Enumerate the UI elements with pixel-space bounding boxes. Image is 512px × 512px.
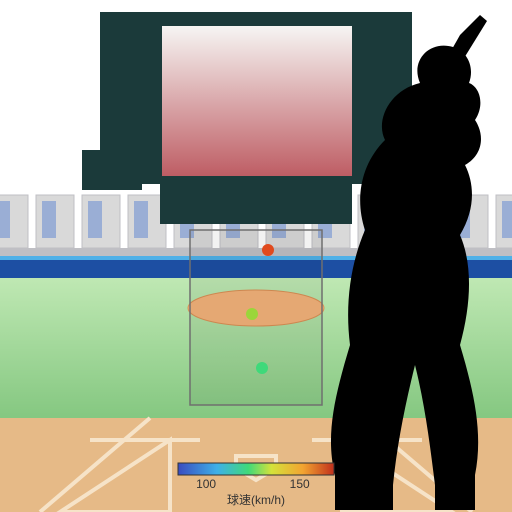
- speed-tick-label: 100: [196, 477, 216, 491]
- speed-tick-label: 150: [290, 477, 310, 491]
- speed-colorbar: [178, 463, 334, 475]
- pitch-location-chart: 100 150 球速(km/h): [0, 0, 512, 512]
- speed-axis-label: 球速(km/h): [227, 491, 285, 508]
